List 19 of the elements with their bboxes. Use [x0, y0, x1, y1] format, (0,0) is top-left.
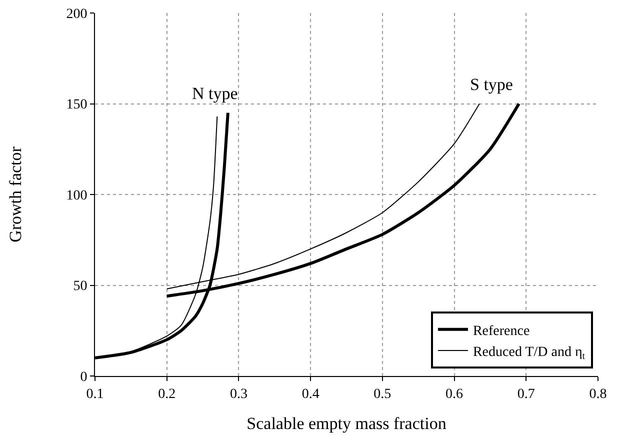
- x-tick-label: 0.7: [517, 386, 535, 402]
- legend-label: Reduced T/D and η$_{t}$: [472, 345, 586, 362]
- x-tick-label: 0.6: [446, 386, 464, 402]
- x-tick-label: 0.8: [589, 386, 607, 402]
- y-tick-label: 200: [66, 6, 88, 22]
- y-tick-label: 100: [66, 188, 88, 204]
- x-tick-label: 0.4: [302, 386, 320, 402]
- y-tick-label: 0: [80, 370, 88, 385]
- y-tick-label: 50: [73, 279, 88, 294]
- x-axis-title: Scalable empty mass fraction: [246, 414, 447, 434]
- x-tick-label: 0.1: [86, 386, 104, 402]
- annotation: S type: [470, 75, 513, 94]
- legend-label: Reference: [472, 324, 530, 339]
- x-tick-label: 0.2: [158, 386, 176, 402]
- x-tick-label: 0.5: [374, 386, 392, 402]
- annotation: N type: [192, 84, 238, 103]
- x-tick-label: 0.3: [230, 386, 248, 402]
- y-tick-label: 150: [66, 98, 88, 113]
- y-axis-title: Growth factor: [6, 146, 25, 242]
